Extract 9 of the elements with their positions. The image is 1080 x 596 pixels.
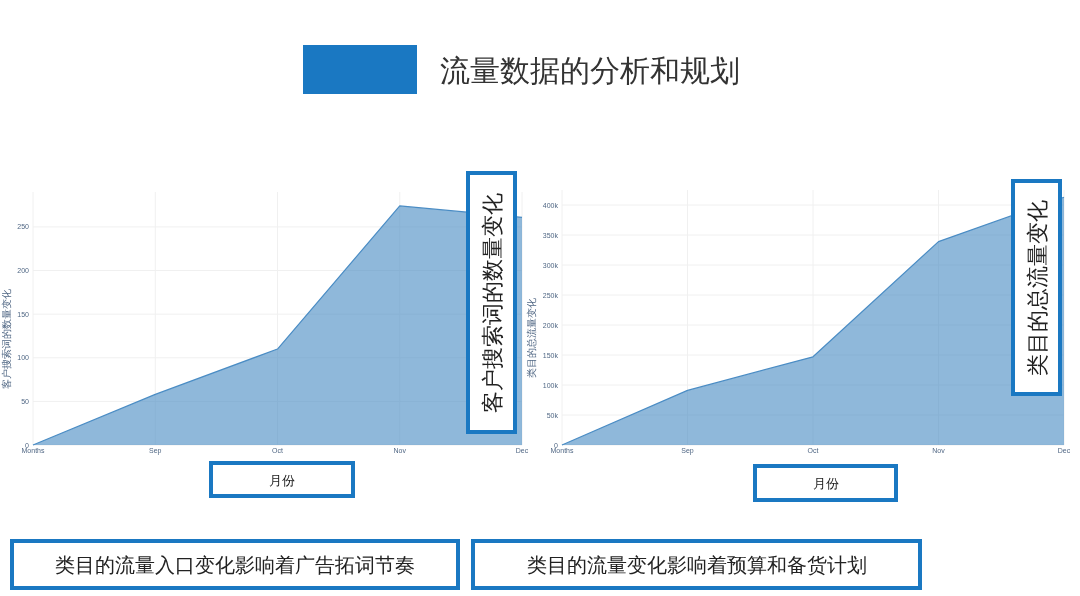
annotation: 客户搜索词的数量变化: [479, 192, 505, 413]
x-axis-title: 月份: [269, 472, 295, 488]
text: 流量数据的分析和规划: [440, 54, 740, 87]
text: 类目的流量变化影响着预算和备货计划: [526, 553, 867, 576]
annotation: 类目的总流量变化: [1024, 199, 1050, 376]
text: 类目的流量入口变化影响着广告拓词节奏: [55, 553, 415, 576]
x-axis-title: 月份: [812, 476, 839, 491]
y-axis-title: 类目的总流量变化: [526, 297, 537, 378]
y-axis-title: 客户搜索词的数量变化: [1, 288, 12, 389]
